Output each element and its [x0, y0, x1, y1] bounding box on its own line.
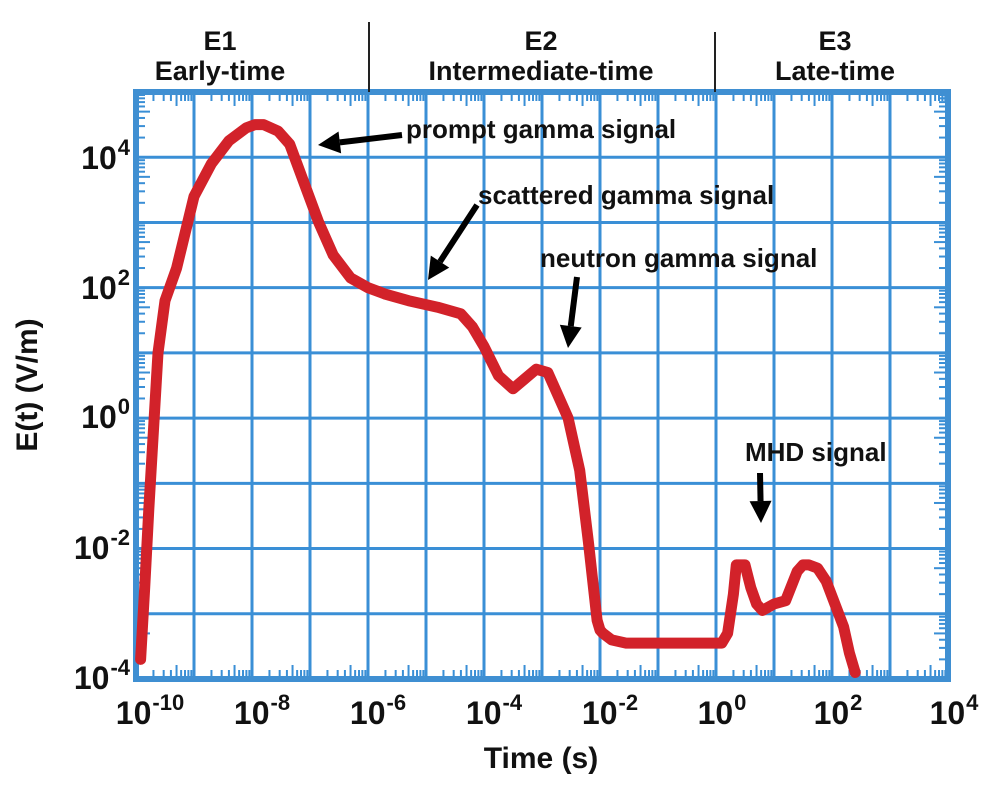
y-tick-base: 10	[81, 399, 117, 435]
x-tick-1e-10: 10-10	[115, 690, 184, 732]
y-tick-exp: -2	[110, 525, 130, 550]
y-tick-base: 10	[73, 530, 110, 566]
phase-e2-name: Intermediate-time	[428, 56, 654, 86]
x-tick-exp: 0	[734, 690, 747, 715]
y-tick-1e0: 100	[81, 394, 130, 436]
y-tick-exp: 2	[117, 265, 130, 290]
x-tick-1e4: 104	[929, 690, 979, 732]
x-tick-base: 10	[465, 695, 502, 731]
x-tick-1e-8: 10-8	[233, 690, 290, 732]
x-tick-exp: -8	[270, 690, 291, 715]
phase-e1-name: Early-time	[154, 56, 286, 86]
annotation-mhd: MHD signal	[745, 437, 887, 467]
x-axis-label: Time (s)	[483, 742, 599, 775]
grid-lines	[136, 92, 948, 679]
x-tick-exp: 2	[850, 690, 863, 715]
y-tick-exp: 4	[117, 135, 130, 160]
arrow-prompt-gamma-icon	[318, 131, 403, 154]
y-tick-base: 10	[81, 140, 117, 176]
x-tick-base: 10	[929, 695, 966, 731]
x-tick-base: 10	[813, 695, 850, 731]
x-tick-exp: -6	[386, 690, 407, 715]
x-tick-exp: -10	[152, 690, 185, 715]
y-tick-exp: 0	[117, 394, 130, 419]
plot-frame	[133, 89, 951, 682]
x-tick-base: 10	[233, 695, 270, 731]
phase-e3-name: Late-time	[774, 56, 896, 86]
annotation-scattered-gamma: scattered gamma signal	[478, 180, 775, 210]
phase-e1-title: E1 Early-time	[155, 26, 286, 86]
x-tick-exp: -2	[618, 690, 639, 715]
x-tick-exp: 4	[966, 690, 979, 715]
efield-curve	[135, 119, 861, 678]
y-tick-base: 10	[81, 270, 117, 306]
y-tick-1e4: 104	[81, 135, 130, 177]
y-tick-1e-4: 10-4	[73, 655, 130, 697]
x-tick-1e-2: 10-2	[581, 690, 638, 732]
y-tick-1e-2: 10-2	[73, 525, 130, 567]
x-tick-base: 10	[115, 695, 152, 731]
annotation-prompt-gamma: prompt gamma signal	[406, 114, 677, 144]
x-tick-base: 10	[581, 695, 618, 731]
phase-divider-e1-e2	[368, 22, 370, 92]
phase-e2-title: E2 Intermediate-time	[428, 26, 653, 86]
x-tick-base: 10	[697, 695, 734, 731]
phase-e2-code: E2	[524, 26, 558, 56]
arrow-mhd-icon	[749, 472, 772, 523]
y-tick-exp: -4	[110, 655, 130, 680]
phase-e3-title: E3 Late-time	[775, 26, 895, 86]
phase-e3-code: E3	[818, 26, 852, 56]
y-axis-label: E(t) (V/m)	[11, 318, 44, 452]
phase-divider-e2-e3	[714, 32, 716, 92]
arrow-neutron-gamma-icon	[559, 276, 582, 348]
annotation-arrows	[318, 131, 772, 523]
x-tick-1e-6: 10-6	[349, 690, 406, 732]
annotation-neutron-gamma: neutron gamma signal	[540, 243, 818, 273]
arrow-scattered-gamma-icon	[428, 203, 480, 280]
phase-e1-code: E1	[203, 26, 237, 56]
y-tick-1e2: 102	[81, 265, 130, 307]
x-tick-1e-4: 10-4	[465, 690, 522, 732]
y-tick-base: 10	[73, 660, 110, 696]
x-tick-exp: -4	[502, 690, 523, 715]
x-tick-1e2: 102	[813, 690, 863, 732]
x-tick-1e0: 100	[697, 690, 747, 732]
x-tick-base: 10	[349, 695, 386, 731]
